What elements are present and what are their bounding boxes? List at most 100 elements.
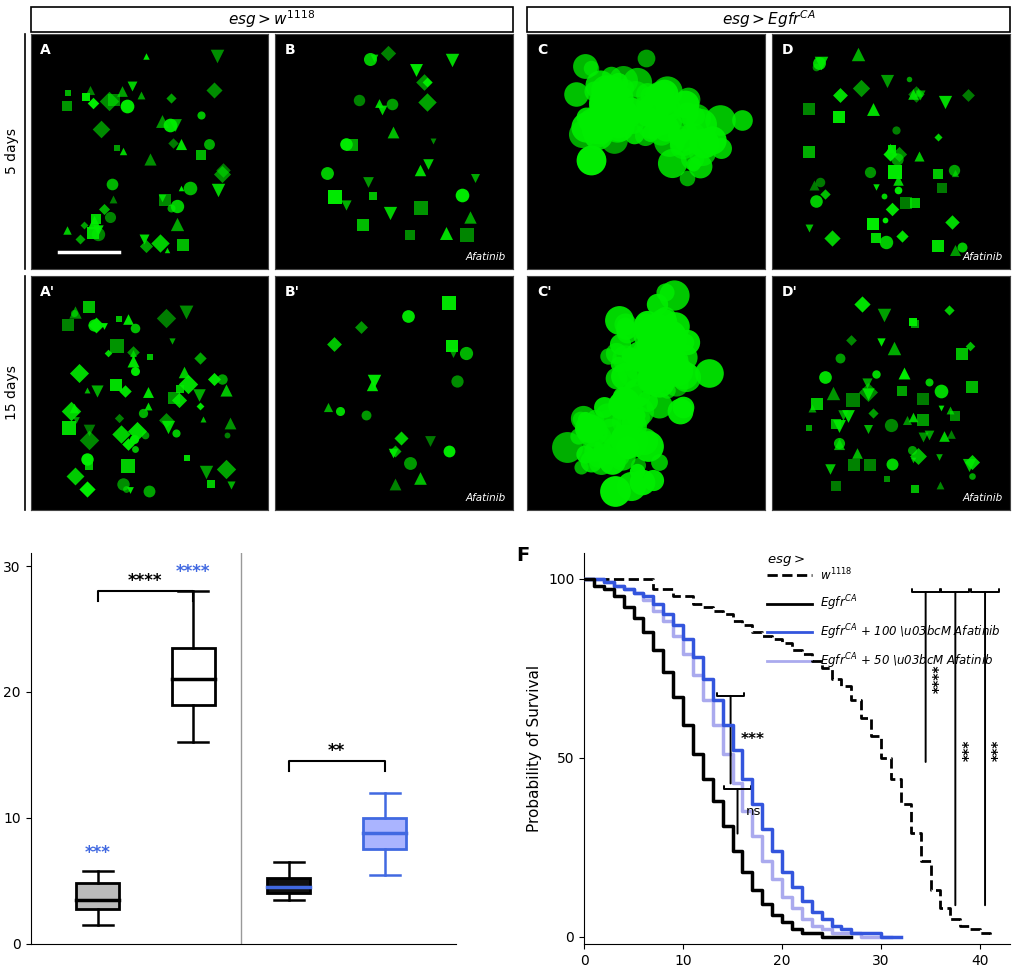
Point bbox=[79, 482, 96, 497]
Point bbox=[195, 412, 211, 427]
Point bbox=[878, 73, 895, 89]
Point bbox=[849, 47, 865, 62]
Point bbox=[829, 437, 846, 452]
Point bbox=[675, 349, 691, 365]
Point bbox=[366, 51, 382, 66]
Point bbox=[610, 311, 627, 327]
Point bbox=[590, 122, 606, 137]
Point bbox=[612, 397, 629, 413]
Point bbox=[438, 226, 454, 241]
Point bbox=[695, 135, 711, 151]
Point bbox=[163, 90, 179, 106]
Point bbox=[140, 398, 156, 414]
Point bbox=[889, 151, 905, 166]
Point bbox=[623, 418, 639, 434]
Point bbox=[852, 81, 868, 96]
Point bbox=[660, 331, 677, 346]
Point bbox=[66, 468, 83, 484]
Point bbox=[218, 427, 234, 443]
Point bbox=[650, 116, 666, 131]
Point bbox=[623, 102, 639, 118]
Bar bbox=[171, 648, 215, 704]
Point bbox=[859, 384, 875, 400]
Point bbox=[635, 337, 651, 352]
Point bbox=[88, 211, 104, 227]
Point bbox=[807, 193, 823, 208]
Point bbox=[100, 345, 116, 361]
Point bbox=[361, 51, 377, 66]
Point bbox=[587, 96, 603, 112]
Point bbox=[877, 234, 894, 250]
Point bbox=[655, 369, 672, 384]
Text: $esg >$: $esg >$ bbox=[766, 554, 804, 568]
Point bbox=[866, 366, 882, 381]
Point bbox=[942, 426, 958, 442]
Point bbox=[609, 74, 626, 90]
Point bbox=[844, 392, 860, 408]
Point bbox=[946, 164, 962, 180]
Point bbox=[218, 382, 234, 398]
Point bbox=[909, 448, 925, 463]
Point bbox=[193, 147, 209, 162]
Point bbox=[919, 375, 935, 390]
Point bbox=[192, 398, 208, 414]
Point bbox=[883, 455, 900, 471]
Point bbox=[373, 102, 389, 118]
Point bbox=[679, 105, 695, 121]
Point bbox=[614, 106, 631, 122]
Point bbox=[611, 336, 628, 351]
Point bbox=[90, 226, 106, 241]
Point bbox=[181, 181, 198, 197]
Point bbox=[665, 353, 682, 369]
Point bbox=[642, 117, 658, 132]
Point bbox=[343, 137, 360, 153]
Point bbox=[663, 115, 680, 130]
Point bbox=[124, 79, 141, 94]
Text: $Egfr^{CA}$: $Egfr^{CA}$ bbox=[171, 971, 215, 973]
Point bbox=[653, 334, 669, 349]
Point bbox=[180, 376, 197, 391]
Point bbox=[384, 96, 400, 112]
Point bbox=[616, 393, 633, 409]
Bar bbox=[363, 818, 406, 849]
Point bbox=[691, 159, 707, 174]
Point bbox=[681, 124, 697, 139]
Point bbox=[154, 190, 170, 205]
Point bbox=[629, 106, 645, 122]
Text: Afatinib: Afatinib bbox=[962, 252, 1002, 262]
Point bbox=[889, 183, 905, 198]
Point bbox=[898, 195, 914, 210]
Point bbox=[166, 118, 182, 133]
Point bbox=[125, 344, 142, 360]
Text: $w^{1118}$: $w^{1118}$ bbox=[78, 971, 116, 973]
Point bbox=[351, 92, 367, 108]
Point bbox=[629, 74, 645, 90]
Bar bbox=[76, 883, 119, 909]
Point bbox=[136, 231, 152, 246]
Point bbox=[589, 450, 605, 465]
Text: C: C bbox=[536, 44, 546, 57]
Point bbox=[631, 348, 647, 364]
Point bbox=[893, 228, 909, 243]
Point bbox=[115, 477, 131, 492]
Point bbox=[206, 371, 222, 386]
Point bbox=[137, 427, 153, 443]
Point bbox=[648, 87, 664, 102]
Point bbox=[118, 97, 135, 113]
Point bbox=[903, 442, 919, 457]
Point bbox=[662, 327, 679, 342]
Point bbox=[963, 379, 979, 395]
Point bbox=[929, 449, 946, 464]
Point bbox=[462, 209, 478, 225]
Point bbox=[636, 434, 652, 450]
Point bbox=[89, 317, 105, 333]
Point bbox=[800, 419, 816, 435]
Point bbox=[90, 223, 106, 238]
Point bbox=[576, 447, 592, 462]
Point bbox=[648, 320, 664, 336]
Point bbox=[580, 420, 596, 436]
Point bbox=[910, 148, 926, 163]
Point bbox=[703, 132, 719, 148]
Point bbox=[834, 408, 850, 423]
Point bbox=[830, 350, 847, 366]
